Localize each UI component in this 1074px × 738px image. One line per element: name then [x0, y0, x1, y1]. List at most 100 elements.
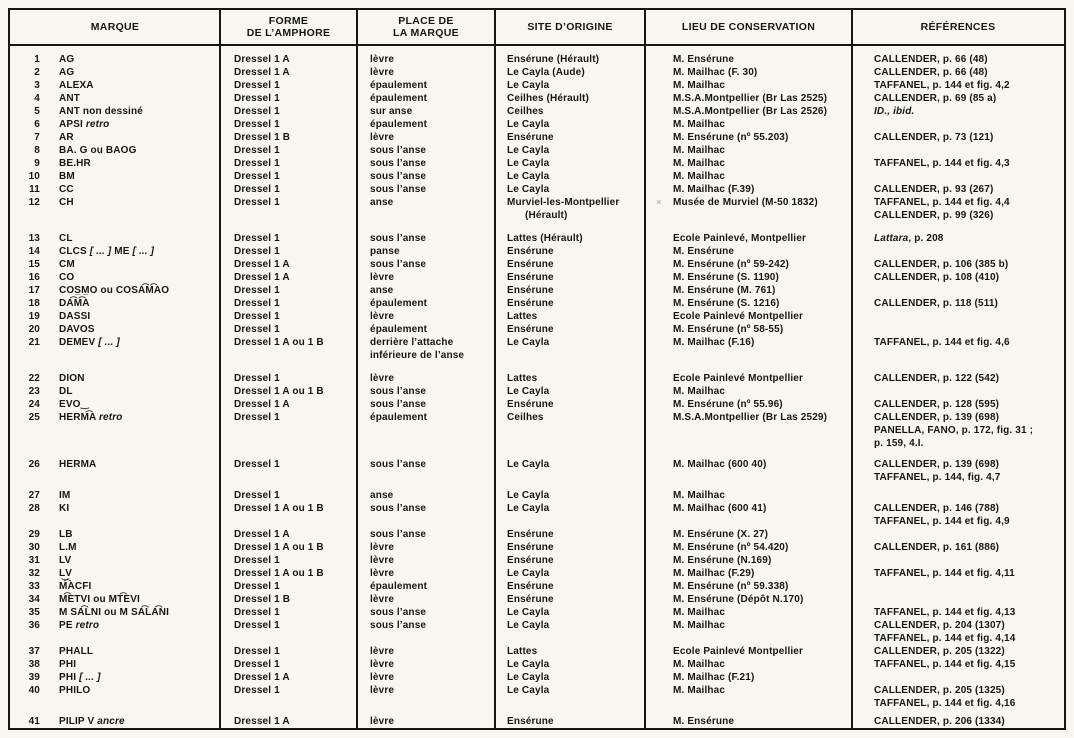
text-segment: ALEXA — [59, 80, 94, 91]
row-number: 17 — [28, 285, 40, 296]
marque-text: BE.HR — [59, 157, 91, 170]
lieu-cell: Ecole Painlevé Montpellier — [645, 372, 852, 385]
forme-cell: Dressel 1 — [234, 246, 280, 257]
table-row: 12 CH Dressel 1 anse Murviel-les-Montpellier… — [10, 196, 1064, 222]
lieu-text: M. Mailhac — [673, 685, 726, 696]
references-cell: CALLENDER, p. 118 (511) — [852, 297, 1064, 310]
place-cell: épaulement — [357, 580, 495, 593]
site-line: Le Cayla — [507, 337, 550, 348]
lieu-cell: M. Ensérune (Dépôt N.170) — [645, 593, 852, 606]
row-number: 34 — [28, 594, 40, 605]
text-segment: AR — [59, 132, 74, 143]
references-cell: TAFFANEL, p. 144 et fig. 4,6 — [852, 336, 1064, 362]
place-cell: sous l’anse — [357, 385, 495, 398]
references-cell: CALLENDER, p. 206 (1334) — [852, 715, 1064, 728]
references-cell — [852, 593, 1064, 606]
lieu-text: M. Mailhac (600 40) — [673, 459, 767, 470]
table-row: 2 AG Dressel 1 A lèvre Le Cayla (Aude) M. Mai… — [10, 66, 1064, 79]
site-cell: Ensérune — [495, 284, 645, 297]
marque-cell: 41 PILIP V ancre — [10, 715, 220, 728]
site-line: Ensérune — [507, 324, 554, 335]
reference-line: CALLENDER, p. 93 (267) — [874, 184, 994, 195]
place-line: lèvre — [370, 568, 395, 579]
references-cell: CALLENDER, p. 66 (48) — [852, 66, 1064, 79]
column-header-place: PLACE DE LA MARQUE — [357, 15, 495, 39]
site-cell: Le Cayla — [495, 157, 645, 170]
site-cell: Ensérune — [495, 593, 645, 606]
place-cell: lèvre — [357, 271, 495, 284]
site-line: Ensérune — [507, 298, 554, 309]
forme-cell: Dressel 1 A — [234, 272, 290, 283]
reference-line: ID., ibid. — [874, 105, 1064, 118]
references-cell: TAFFANEL, p. 144 et fig. 4,15 — [852, 658, 1064, 671]
lieu-text: M. Ensérune — [673, 54, 735, 65]
references-cell: CALLENDER, p. 122 (542) — [852, 372, 1064, 385]
place-line: épaulement — [370, 298, 428, 309]
site-line: Ensérune — [507, 529, 554, 540]
references-cell: TAFFANEL, p. 144 et fig. 4,11 — [852, 567, 1064, 580]
site-cell: Ensérune — [495, 131, 645, 144]
reference-line: TAFFANEL, p. 144, fig. 4,7 — [874, 472, 1001, 483]
table-row: 13 CL Dressel 1 sous l’anse Lattes (Hérault)… — [10, 232, 1064, 245]
marque-cell: 36 PE retro — [10, 619, 220, 645]
marque-text: L.M — [59, 541, 77, 554]
row-number: 33 — [28, 581, 40, 592]
place-line: panse — [370, 246, 400, 257]
place-line: lèvre — [370, 716, 395, 727]
lieu-cell: M. Ensérune (X. 27) — [645, 528, 852, 541]
table-row: 7 AR Dressel 1 B lèvre Ensérune M. Ensérune (… — [10, 131, 1064, 144]
text-segment: BM — [59, 171, 75, 182]
forme-cell: Dressel 1 A — [234, 259, 290, 270]
lieu-text: Musée de Murviel (M-50 1832) — [673, 197, 818, 208]
text-segment: retro — [75, 620, 100, 631]
row-number: 20 — [28, 324, 40, 335]
site-cell: Le Cayla — [495, 336, 645, 362]
forme-cell: Dressel 1 — [234, 646, 280, 657]
table-row: 27 IM Dressel 1 anse Le Cayla M. Mailhac — [10, 489, 1064, 502]
table-row: 29 LB Dressel 1 A sous l’anse Ensérune M. Ens… — [10, 528, 1064, 541]
table-row: 18 DA͡M͡A Dressel 1 épaulement Ensérune M. En… — [10, 297, 1064, 310]
marque-text: CL — [59, 232, 73, 245]
forme-cell: Dressel 1 — [234, 685, 280, 696]
lieu-text: M. Ensérune (M. 761) — [673, 285, 776, 296]
lieu-cell: × Musée de Murviel (M-50 1832) — [645, 196, 852, 222]
site-line: Le Cayla — [507, 607, 550, 618]
marque-text: DAVOS — [59, 323, 95, 336]
text-segment: PHI — [59, 672, 80, 683]
place-line: lèvre — [370, 555, 395, 566]
marque-text: LB — [59, 528, 73, 541]
place-cell: épaulement — [357, 92, 495, 105]
marque-text: CC — [59, 183, 74, 196]
site-line: Ceilhes — [507, 106, 544, 117]
row-number: 14 — [28, 246, 40, 257]
place-cell: lèvre — [357, 593, 495, 606]
place-line: lèvre — [370, 311, 395, 322]
site-cell: Le Cayla (Aude) — [495, 66, 645, 79]
site-cell: Ensérune — [495, 554, 645, 567]
site-cell: Le Cayla — [495, 619, 645, 645]
place-cell: sous l’anse — [357, 258, 495, 271]
site-cell: Le Cayla — [495, 684, 645, 710]
marque-text: LV — [59, 554, 71, 567]
place-cell: sous l’anse — [357, 619, 495, 645]
site-cell: Ensérune — [495, 297, 645, 310]
marque-text: DL — [59, 385, 73, 398]
site-line: Ensérune — [507, 716, 554, 727]
lieu-cell: M. Mailhac (F.16) — [645, 336, 852, 362]
table-row: 6 APSI retro Dressel 1 épaulement Le Cayla M.… — [10, 118, 1064, 131]
site-cell: Le Cayla — [495, 502, 645, 528]
lieu-text: M. Ensérune (Dépôt N.170) — [673, 594, 804, 605]
place-cell: sous l’anse — [357, 398, 495, 411]
site-line: Ensérune (Hérault) — [507, 54, 600, 65]
table-row: 37 PHALL Dressel 1 lèvre Lattes Ecole Painlev… — [10, 645, 1064, 658]
lieu-cell: Ecole Painlevé Montpellier — [645, 310, 852, 323]
references-cell: CALLENDER, p. 146 (788) TAFFANEL, p. 144 … — [852, 502, 1064, 528]
marque-cell: 18 DA͡M͡A — [10, 297, 220, 310]
site-cell: Ensérune — [495, 271, 645, 284]
table-row: 8 BA. G ou BAOG Dressel 1 sous l’anse Le Cay… — [10, 144, 1064, 157]
references-cell: CALLENDER, p. 161 (886) — [852, 541, 1064, 554]
place-line: lèvre — [370, 594, 395, 605]
forme-cell: Dressel 1 — [234, 285, 280, 296]
place-cell: sous l’anse — [357, 144, 495, 157]
site-line: (Hérault) — [525, 210, 568, 221]
